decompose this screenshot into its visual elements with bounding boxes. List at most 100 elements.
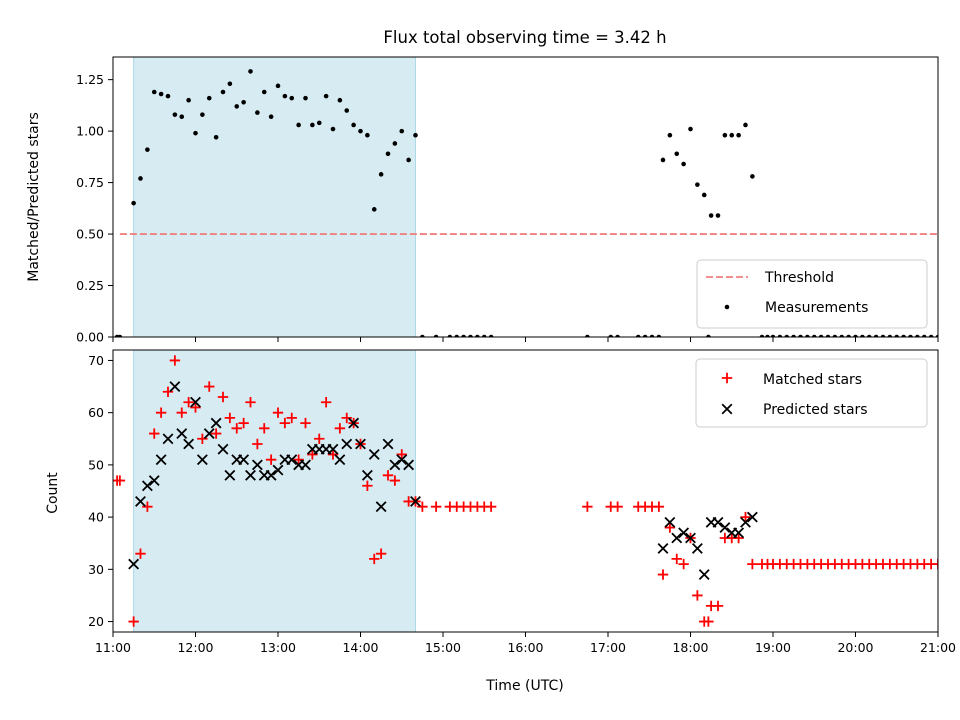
measurement-point bbox=[351, 122, 356, 128]
matched-star-point bbox=[293, 454, 304, 465]
x-tick-label: 11:00 bbox=[95, 640, 131, 655]
predicted-star-point bbox=[141, 480, 153, 492]
measurement-point bbox=[908, 334, 913, 337]
bottom-y-axis-label: Count bbox=[45, 472, 61, 514]
matched-star-point bbox=[671, 553, 682, 565]
measurement-point bbox=[765, 334, 770, 337]
matched-star-point bbox=[485, 501, 497, 512]
predicted-star-point bbox=[203, 428, 215, 439]
measurement-point bbox=[887, 334, 893, 337]
legend-predicted-label: Predicted stars bbox=[763, 402, 868, 418]
x-tick-label: 14:00 bbox=[342, 640, 378, 655]
predicted-star-point bbox=[327, 443, 339, 455]
measurement-point bbox=[777, 334, 783, 337]
matched-star-point bbox=[279, 417, 291, 429]
y-tick-label: 1.00 bbox=[76, 124, 104, 139]
matched-star-point bbox=[334, 423, 346, 434]
predicted-star-point bbox=[671, 532, 683, 544]
measurement-point bbox=[310, 122, 315, 128]
matched-star-point bbox=[259, 423, 270, 434]
measurement-point bbox=[475, 334, 480, 337]
legend-box bbox=[695, 358, 928, 428]
predicted-star-point bbox=[375, 501, 387, 513]
y-tick-label: 1.25 bbox=[76, 72, 104, 87]
predicted-star-point bbox=[733, 527, 745, 539]
measurement-point bbox=[649, 334, 655, 337]
matched-star-point bbox=[664, 522, 676, 533]
predicted-star-point bbox=[224, 469, 236, 481]
y-tick-label: 0.75 bbox=[76, 175, 104, 190]
measurement-point bbox=[378, 172, 384, 177]
x-tick-label: 17:00 bbox=[590, 640, 626, 655]
measurement-point bbox=[371, 207, 377, 212]
predicted-star-point bbox=[272, 464, 284, 476]
predicted-star-point bbox=[712, 516, 724, 528]
predicted-star-point bbox=[664, 516, 676, 528]
x-tick-label: 18:00 bbox=[672, 640, 708, 655]
measurement-point bbox=[316, 120, 322, 126]
measurement-point bbox=[743, 122, 748, 128]
predicted-star-point bbox=[691, 543, 703, 554]
predicted-star-point bbox=[155, 454, 167, 466]
y-tick-label: 0.00 bbox=[76, 330, 104, 345]
measurement-point bbox=[791, 334, 796, 337]
matched-star-point bbox=[217, 391, 229, 403]
matched-star-point bbox=[183, 397, 194, 408]
legend-measurements-swatch bbox=[724, 304, 730, 310]
y-tick-label: 20 bbox=[88, 614, 104, 629]
measurement-point bbox=[117, 334, 123, 337]
matched-star-point bbox=[747, 558, 758, 570]
matched-star-point bbox=[224, 412, 236, 424]
measurement-point bbox=[860, 334, 865, 337]
x-axis-label: Time (UTC) bbox=[485, 678, 563, 694]
predicted-star-point bbox=[382, 438, 394, 450]
measurement-point bbox=[846, 334, 851, 337]
matched-star-point bbox=[389, 475, 401, 486]
measurement-point bbox=[866, 334, 872, 337]
measurement-point bbox=[365, 132, 370, 138]
matched-star-point bbox=[162, 386, 174, 397]
matched-star-point bbox=[176, 407, 187, 418]
plot-area bbox=[113, 350, 938, 632]
matched-star-point bbox=[740, 511, 751, 523]
measurement-point bbox=[715, 213, 721, 218]
matched-star-point bbox=[155, 407, 167, 418]
measurement-point bbox=[220, 89, 226, 95]
measurement-point bbox=[635, 334, 641, 337]
predicted-star-point bbox=[148, 475, 160, 486]
bottom-legend: Matched stars Predicted stars bbox=[695, 358, 928, 428]
legend-measurements-label: Measurements bbox=[765, 300, 868, 316]
measurement-point bbox=[433, 334, 439, 337]
x-tick-label: 13:00 bbox=[260, 640, 296, 655]
measurement-point bbox=[193, 130, 198, 136]
matched-star-point bbox=[703, 616, 714, 627]
matched-star-point bbox=[307, 449, 318, 460]
plot-area bbox=[114, 57, 938, 337]
legend-predicted-swatch bbox=[721, 403, 733, 415]
predicted-star-point bbox=[286, 454, 298, 466]
predicted-star-point bbox=[300, 459, 311, 471]
predicted-star-point bbox=[396, 454, 408, 466]
predicted-star-point bbox=[162, 433, 174, 445]
top-panel: 0.00 0.25 0.50 0.75 1.00 1.25 Threshold Measure… bbox=[76, 56, 939, 345]
measurement-point bbox=[200, 112, 205, 117]
matched-star-point bbox=[314, 433, 325, 444]
measurement-point bbox=[759, 334, 765, 337]
measurement-point bbox=[935, 334, 938, 337]
y-tick-label: 0.25 bbox=[76, 278, 104, 293]
measurement-point bbox=[344, 108, 350, 113]
matched-star-point bbox=[657, 569, 669, 580]
legend-matched-label: Matched stars bbox=[763, 372, 862, 388]
measurement-point bbox=[323, 93, 329, 99]
predicted-star-point bbox=[245, 469, 256, 481]
predicted-star-point bbox=[698, 569, 710, 580]
matched-star-point bbox=[612, 501, 623, 512]
measurement-point bbox=[303, 95, 308, 101]
measurement-point bbox=[784, 334, 790, 337]
measurement-point bbox=[481, 334, 487, 337]
predicted-star-point bbox=[368, 449, 380, 460]
predicted-star-point bbox=[217, 443, 229, 455]
measurement-point bbox=[608, 334, 614, 337]
measurement-point bbox=[337, 97, 343, 103]
y-tick-label: 40 bbox=[88, 510, 104, 525]
